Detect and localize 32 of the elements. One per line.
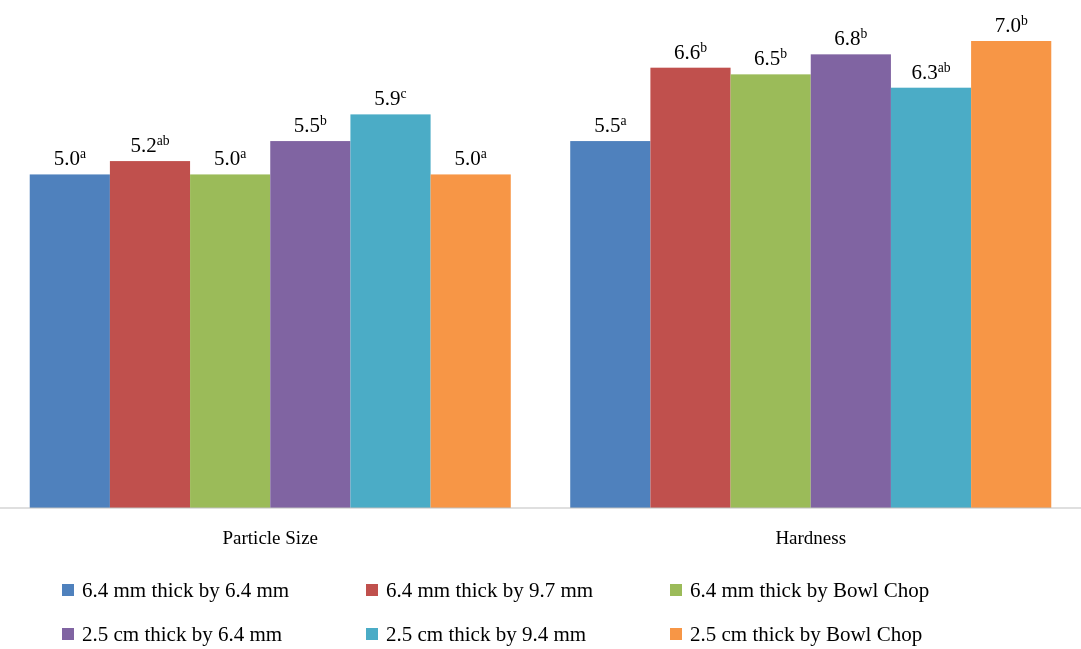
data-label: 5.0$^{a}$	[53, 145, 86, 171]
bar	[570, 141, 651, 508]
bar	[270, 141, 351, 508]
bar	[971, 41, 1052, 508]
bar	[730, 74, 811, 508]
data-label: 5.5$^{b}$	[293, 112, 328, 138]
data-label: 5.0$^{a}$	[214, 145, 247, 171]
bar	[650, 67, 731, 508]
bar	[109, 161, 191, 508]
data-label: 6.8$^{b}$	[834, 25, 868, 51]
legend-label: 6.4 mm thick by Bowl Chop	[690, 578, 930, 602]
data-label: 7.0$^{b}$	[994, 12, 1028, 37]
bar	[190, 174, 271, 508]
legend-label: 6.4 mm thick by 6.4 mm	[82, 578, 290, 602]
bar	[810, 54, 891, 508]
legend-label: 2.5 cm thick by 9.4 mm	[386, 622, 587, 646]
data-label: 6.6$^{b}$	[673, 39, 708, 64]
data-label: 5.2$^{ab}$	[130, 132, 170, 158]
data-label: 5.0$^{a}$	[454, 145, 487, 171]
data-label: 6.5$^{b}$	[754, 45, 788, 71]
x-tick-label: Particle Size	[222, 527, 318, 548]
data-label: 5.9$^{c}$	[374, 85, 407, 111]
bar	[350, 114, 431, 508]
bar	[29, 174, 110, 508]
bar	[890, 87, 972, 508]
legend-label: 2.5 cm thick by Bowl Chop	[690, 622, 923, 646]
bar	[430, 174, 511, 508]
legend-label: 6.4 mm thick by 9.7 mm	[386, 578, 594, 602]
data-label: 5.5$^{a}$	[594, 112, 627, 138]
legend-label: 2.5 cm thick by 6.4 mm	[82, 622, 283, 646]
data-label: 6.3$^{ab}$	[911, 59, 951, 84]
x-tick-label: Hardness	[775, 527, 847, 548]
